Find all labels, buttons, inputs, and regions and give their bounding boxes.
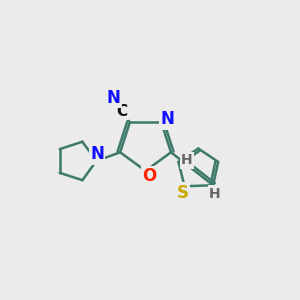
Text: N: N <box>107 89 121 107</box>
Text: H: H <box>181 154 193 167</box>
Text: S: S <box>177 184 189 202</box>
Text: O: O <box>142 167 156 185</box>
Text: C: C <box>116 104 128 119</box>
Text: N: N <box>90 146 104 164</box>
Text: H: H <box>209 187 220 201</box>
Text: N: N <box>160 110 174 128</box>
